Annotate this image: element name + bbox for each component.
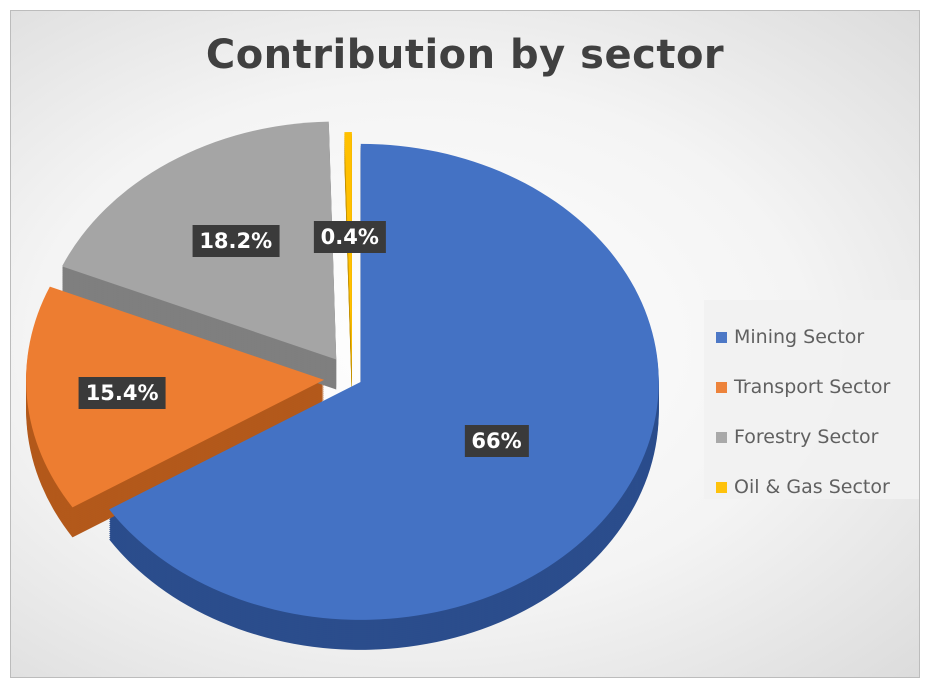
legend-swatch [716,481,727,493]
legend-item-forestry: Forestry Sector [716,412,919,462]
legend-item-transport: Transport Sector [716,362,919,412]
data-label-forestry: 18.2% [192,225,280,258]
data-label-mining: 66% [464,425,529,458]
data-label-transport: 15.4% [78,377,166,410]
pie-slice-transport [26,286,325,508]
legend-item-oil-gas: Oil & Gas Sector [716,462,919,512]
legend-label: Mining Sector [734,326,865,348]
legend-swatch [716,381,727,393]
legend-swatch [716,331,727,343]
legend-label: Transport Sector [734,376,891,398]
chart-title: Contribution by sector [205,32,725,78]
legend-item-mining: Mining Sector [716,312,919,362]
legend: Mining Sector Transport Sector Forestry … [704,300,919,499]
pie-slice-mining [109,143,659,620]
data-label-oil-gas: 0.4% [313,220,386,253]
legend-swatch [716,431,727,443]
legend-label: Oil & Gas Sector [734,476,890,498]
legend-label: Forestry Sector [734,426,879,448]
